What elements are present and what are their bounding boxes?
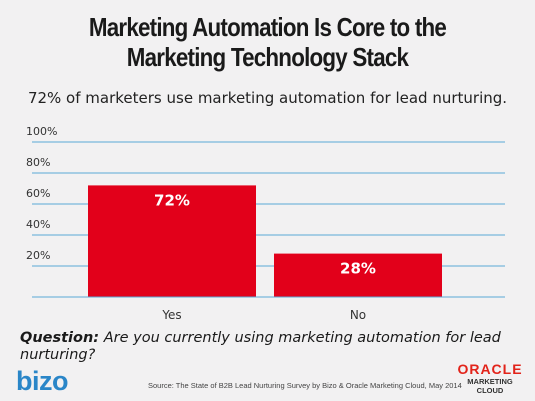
y-tick-label: 20% xyxy=(26,249,50,262)
y-tick-label: 100% xyxy=(26,125,57,138)
y-tick-label: 60% xyxy=(26,187,50,200)
question-text: Are you currently using marketing automa… xyxy=(20,330,501,363)
survey-question: Question: Are you currently using market… xyxy=(20,330,510,364)
x-tick-label: No xyxy=(350,308,366,322)
oracle-logo-line2: CLOUD xyxy=(476,386,504,395)
oracle-marketing-cloud-logo: ORACLE MARKETING CLOUD xyxy=(455,361,525,396)
question-label: Question: xyxy=(20,330,100,346)
chart-subtitle: 72% of marketers use marketing automatio… xyxy=(27,89,508,107)
bar-no xyxy=(274,253,442,297)
source-note: Source: The State of B2B Lead Nurturing … xyxy=(148,381,462,390)
bar-chart: 20% 40% 60% 80% 100% 72% Yes 28% No xyxy=(26,125,505,322)
data-label: 72% xyxy=(154,191,190,209)
y-tick-label: 80% xyxy=(26,156,50,169)
x-tick-label: Yes xyxy=(161,308,181,322)
bar-yes xyxy=(88,185,256,297)
page-title: Marketing Automation Is Core to the Mark… xyxy=(88,12,447,72)
oracle-logo-brand: ORACLE xyxy=(457,361,523,377)
bizo-logo: bizo xyxy=(16,366,69,396)
data-label: 28% xyxy=(340,260,376,278)
y-tick-label: 40% xyxy=(26,218,50,231)
oracle-logo-line1: MARKETING xyxy=(467,377,513,386)
